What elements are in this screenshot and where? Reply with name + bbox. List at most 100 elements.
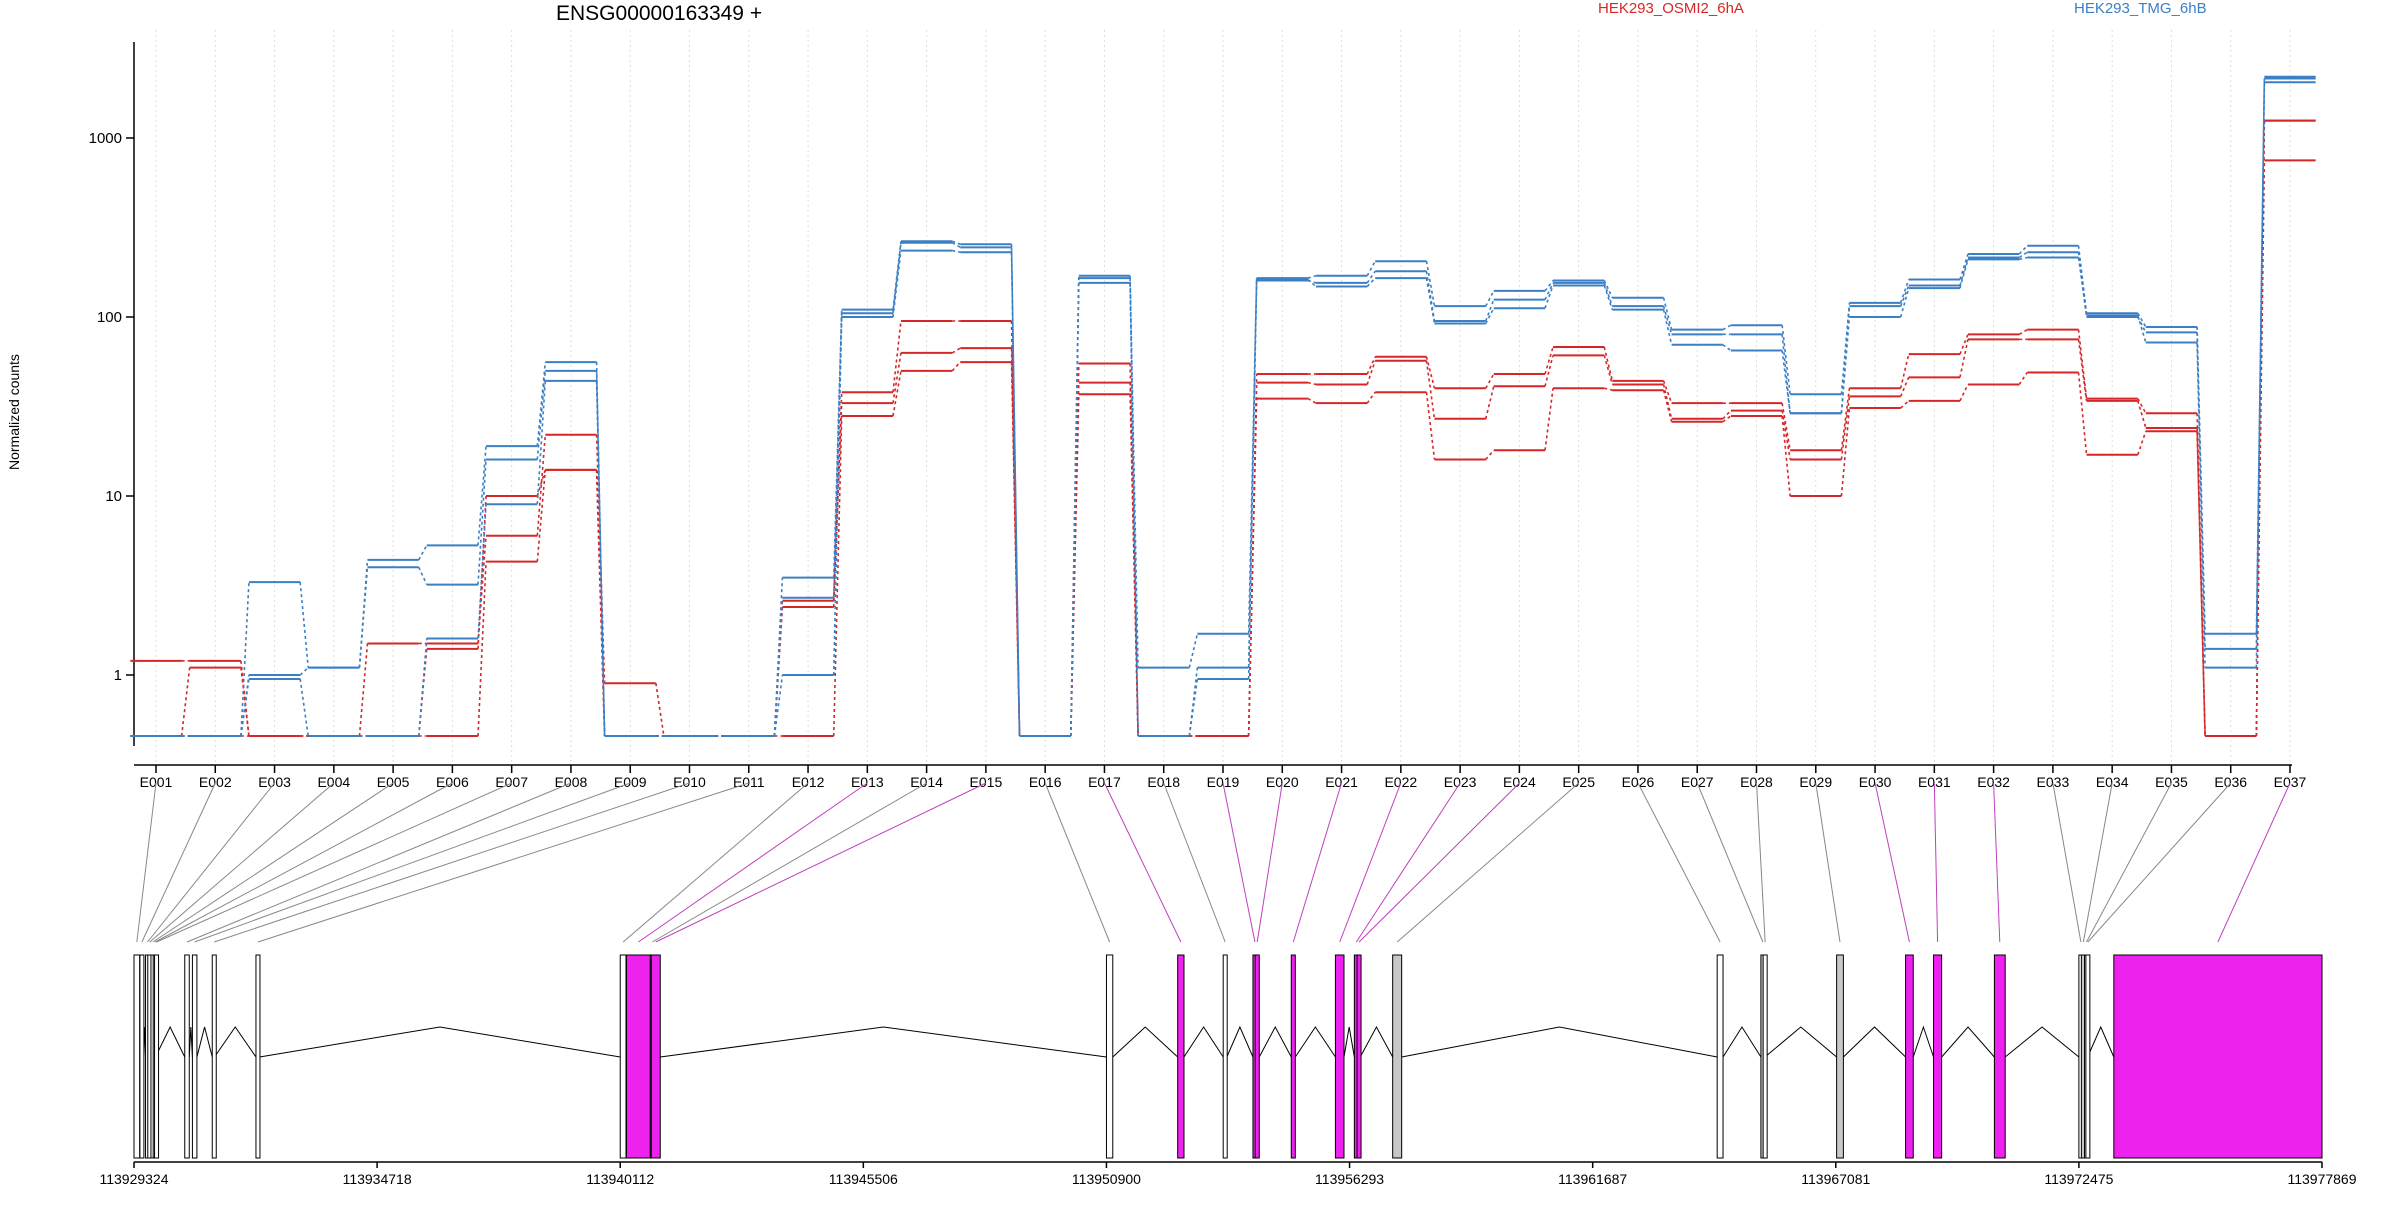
series-6-connector [1425,277,1436,324]
x-tick-label-e023: E023 [1444,774,1477,790]
genomic-tick-label: 113967081 [1801,1171,1870,1187]
series-2-connector [951,347,961,354]
exon-box-e017 [1177,954,1185,1159]
exon-connector-e015 [655,782,987,943]
series-6-connector [1781,350,1791,414]
genomic-tick-label: 113934718 [343,1171,412,1187]
series-4-connector [2077,245,2088,314]
x-tick-label-e030: E030 [1859,774,1892,790]
genomic-tick-label: 113950900 [1072,1171,1141,1187]
series-1-connector [655,683,665,737]
series-1-connector [1425,356,1436,389]
series-4-connector [1662,297,1673,330]
exon-box-e029 [1836,954,1844,1159]
genomic-tick-label: 113940112 [586,1171,654,1187]
exon-connector-e035 [2086,782,2172,943]
exon-connector-e026 [1637,782,1721,943]
series-6-connector [952,249,961,254]
series-2-connector [180,667,191,737]
x-tick-label-e014: E014 [910,774,943,790]
x-tick-label-e011: E011 [733,774,765,790]
intron-line [196,1026,213,1058]
x-tick-label-e028: E028 [1740,774,1773,790]
series-2-connector [1307,381,1317,386]
series-5-connector [773,597,784,737]
series-1-connector [1662,380,1673,404]
series-4-connector [240,582,250,737]
series-5-connector [536,370,547,460]
intron-line [214,1026,257,1058]
exon-box-e032 [1993,954,2006,1159]
intron-line [1843,1026,1906,1058]
exon-box-e010 [211,954,217,1159]
series-2-connector [1840,396,1851,460]
series-6-connector [2019,256,2028,261]
series-2-connector [1722,410,1732,420]
intron-line [1183,1026,1224,1058]
intron-line [2087,1025,2115,1058]
series-2-connector [477,495,487,649]
genomic-tick-label: 113972475 [2044,1171,2113,1187]
intron-line [1112,1026,1179,1058]
series-6-connector [1840,316,1851,414]
exon-connector-e003 [147,782,275,943]
x-tick-label-e033: E033 [2037,774,2070,790]
exon-box-e028 [1762,954,1768,1159]
series-4-connector [2018,245,2028,255]
series-3-connector [1544,388,1554,451]
series-1-connector [892,320,902,393]
series-2-connector [1603,355,1614,385]
x-tick-label-e029: E029 [1799,774,1832,790]
series-4-connector [1959,253,1969,280]
exon-connector-e032 [1993,782,2001,943]
intron-line [1941,1026,1995,1058]
x-tick-label-e003: E003 [258,774,291,790]
series-4-connector [1722,324,1732,331]
x-tick-label-e015: E015 [970,774,1003,790]
series-4-connector [1129,275,1139,668]
series-6-connector [1247,279,1258,680]
y-axis-label: Normalized counts [6,354,22,470]
series-4-connector [1366,260,1376,277]
exon-connector-e006 [154,782,453,943]
exon-connector-e008 [186,782,572,943]
series-4-connector [418,544,428,561]
exon-box-e007 [154,954,160,1159]
series-6-connector [1010,252,1021,737]
series-3-connector [892,370,902,417]
series-1-connector [358,643,369,737]
series-5-connector [1425,271,1436,322]
series-4-connector [1485,290,1495,307]
exon-connector-e030 [1874,782,1910,943]
series-2-connector [1781,410,1791,460]
series-3-connector [1722,415,1732,423]
exon-connector-e021 [1292,782,1343,943]
exon-connector-e017 [1103,782,1182,943]
series-6-connector [1366,277,1376,288]
x-tick-label-e035: E035 [2155,774,2188,790]
series-3-connector [477,561,487,737]
series-5-connector [2018,251,2028,259]
intron-line [1343,1026,1355,1058]
exon-box-e022 [1334,954,1345,1159]
series-2-connector [2077,339,2088,401]
x-tick-label-e019: E019 [1207,774,1240,790]
series-5-connector [1485,299,1495,322]
genomic-tick-label: 113977869 [2287,1171,2356,1187]
series-5-connector [951,242,961,249]
series-3-connector [2018,372,2028,385]
series-3-connector [832,415,843,737]
series-2-connector [240,667,250,737]
series-2-connector [1662,384,1673,419]
series-5-connector [1662,305,1673,335]
y-tick-label: 100 [97,309,122,326]
x-tick-label-e007: E007 [495,774,528,790]
series-4-connector [1544,279,1554,292]
exon-connector-e031 [1933,782,1939,943]
intron-line [1226,1025,1254,1058]
exon-box-e026 [1716,954,1724,1159]
exon-connector-e010 [214,782,690,943]
exon-connector-e037 [2217,782,2291,943]
series-6-connector [1188,678,1199,737]
series-5-connector [1781,334,1791,414]
